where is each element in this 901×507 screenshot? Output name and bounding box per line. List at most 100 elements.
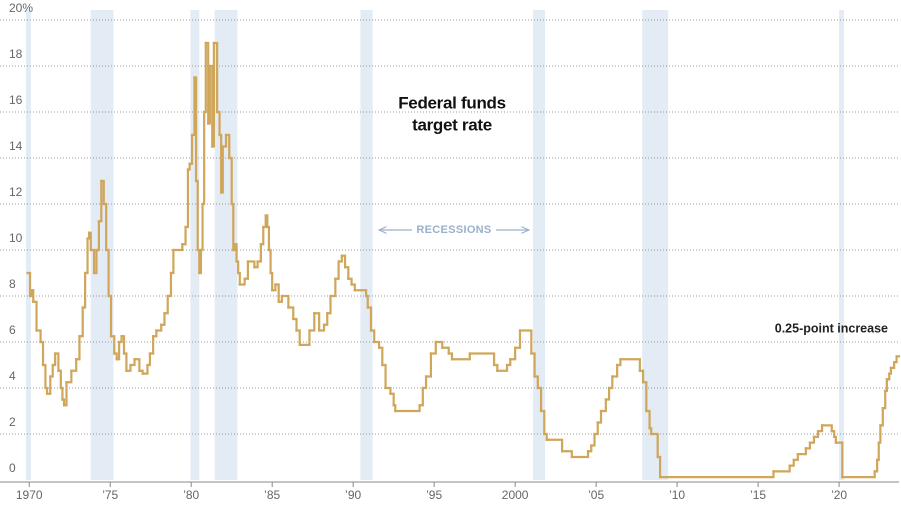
rate-step — [115, 340, 121, 361]
rate-step — [830, 430, 836, 438]
rate-step — [146, 352, 152, 367]
rate-step — [884, 378, 888, 392]
recession-band — [90, 10, 114, 480]
rate-step — [394, 404, 421, 413]
rate-step — [220, 145, 224, 194]
rate-step — [792, 453, 799, 461]
rate-step — [599, 398, 607, 413]
rate-step — [30, 289, 35, 303]
x-tick-label: 1970 — [16, 488, 43, 502]
rate-step — [353, 289, 368, 298]
rate-step — [287, 306, 295, 321]
rate-step — [148, 335, 155, 355]
rate-step — [539, 409, 546, 436]
rate-step — [201, 110, 206, 206]
rate-step — [169, 248, 175, 275]
rate-step — [841, 470, 876, 479]
rate-step — [186, 162, 191, 171]
rate-step — [570, 450, 590, 459]
annotation: Federal funds — [398, 93, 506, 112]
x-tick-label: ’05 — [588, 488, 604, 502]
rate-step — [45, 375, 52, 395]
rate-step — [347, 277, 353, 286]
rate-step — [298, 329, 311, 346]
rate-step — [44, 386, 49, 395]
rate-step — [59, 386, 64, 401]
rate-step — [166, 271, 173, 298]
rate-step — [373, 340, 381, 349]
rate-step — [75, 335, 81, 361]
rate-step — [641, 381, 648, 413]
rate-step — [194, 179, 199, 252]
rate-step — [645, 409, 651, 430]
rate-step — [619, 358, 641, 372]
rate-step — [514, 329, 522, 349]
rate-step — [54, 352, 60, 372]
rate-step — [889, 361, 896, 369]
rate-step — [133, 358, 141, 372]
rate-step — [102, 202, 108, 252]
rate-step — [796, 447, 807, 456]
rate-step — [295, 329, 301, 346]
rate-step — [208, 64, 214, 148]
rate-step — [772, 464, 791, 473]
rate-step — [509, 346, 517, 361]
rate-step — [788, 458, 795, 467]
rate-step — [381, 363, 387, 390]
rate-step — [650, 432, 659, 459]
rate-step — [198, 248, 203, 275]
y-tick-label: 18 — [9, 47, 23, 61]
rate-step — [561, 450, 573, 459]
rate-step — [184, 168, 190, 229]
rate-step — [450, 352, 471, 361]
rate-step — [230, 202, 235, 252]
rate-step — [447, 352, 454, 361]
rate-step — [586, 444, 593, 453]
rate-step — [656, 455, 662, 479]
rate-step — [28, 289, 33, 298]
rate-step — [65, 369, 73, 384]
rate-step — [322, 312, 329, 326]
y-tick-label: 0 — [9, 461, 16, 475]
y-tick-label: 10 — [9, 231, 23, 245]
rate-step — [593, 421, 599, 436]
y-tick-label: 12 — [9, 185, 23, 199]
rate-step — [350, 283, 356, 292]
x-tick-label: ’85 — [264, 488, 280, 502]
rate-step — [26, 271, 32, 298]
rate-step — [155, 323, 163, 332]
x-tick-label: ’90 — [345, 488, 361, 502]
rate-step — [893, 355, 898, 364]
rate-step — [172, 243, 184, 252]
rate-step — [118, 335, 123, 344]
x-tick-label: ’75 — [102, 488, 118, 502]
rate-step — [62, 381, 68, 407]
rate-step — [834, 441, 844, 479]
rate-step — [92, 248, 98, 275]
rate-step — [125, 363, 132, 372]
rate-step — [238, 277, 246, 286]
rate-step — [212, 41, 219, 114]
rate-step — [377, 346, 384, 367]
rate-step — [816, 424, 824, 433]
rate-step — [218, 133, 223, 194]
rate-step — [334, 260, 340, 280]
rate-step — [424, 352, 433, 378]
recession-band — [26, 10, 31, 480]
recession-band — [532, 10, 546, 480]
rate-step — [81, 271, 87, 309]
rate-step — [51, 352, 57, 367]
rate-step — [262, 214, 267, 229]
rate-step — [235, 260, 240, 275]
rate-step — [193, 76, 198, 183]
rate-step — [876, 441, 880, 461]
rate-step — [97, 179, 103, 223]
rate-step — [441, 346, 450, 355]
rate-step — [590, 432, 596, 447]
y-tick-label: 8 — [9, 277, 16, 291]
rate-step — [326, 294, 332, 315]
rate-step — [274, 283, 280, 303]
rate-step — [658, 470, 775, 479]
